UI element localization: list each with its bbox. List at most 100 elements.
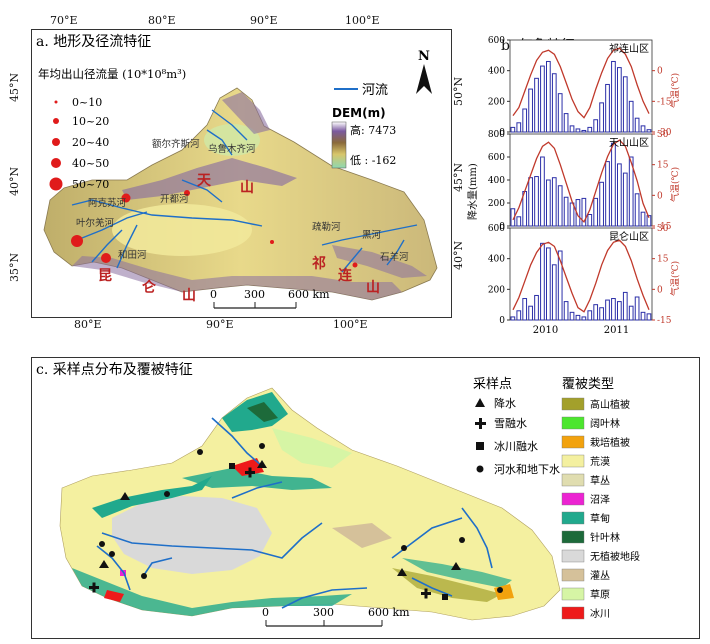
precip-bar [605, 299, 610, 321]
precip-bar [516, 216, 522, 227]
river-network [71, 109, 418, 273]
cover-swatch [561, 397, 585, 411]
mountain-label: 山 [182, 288, 196, 304]
precip-bar [510, 316, 516, 321]
river-name-label: 额尔齐斯河 [152, 138, 200, 150]
cover-label: 阔叶林 [590, 417, 620, 430]
runoff-point [352, 262, 358, 268]
precip-bar [581, 129, 587, 133]
precip-bar [640, 125, 646, 133]
precip-bar [563, 113, 569, 133]
subplot-frame [509, 227, 653, 321]
precip-bar [628, 100, 634, 133]
precip-bar [540, 156, 545, 227]
cover-swatch [561, 511, 585, 525]
tianshan-range [122, 158, 297, 200]
precip-bar [611, 142, 616, 227]
precip-bar [622, 291, 628, 321]
river-name-label: 叶尔羌河 [76, 217, 115, 229]
precip-bar [575, 128, 581, 133]
left-tick-label: 200 [488, 285, 505, 295]
steppe-patch [272, 428, 352, 468]
runoff-point [71, 235, 83, 247]
snowmelt-sample-marker [89, 582, 99, 593]
svg-text:采样点: 采样点 [473, 377, 512, 392]
right-tick-label: 15 [657, 255, 669, 265]
cover-label: 栽培植被 [590, 436, 630, 449]
precip-bar [557, 250, 563, 321]
precip-bar [516, 310, 522, 321]
river-groundwater-sample-marker [164, 491, 170, 497]
precip-bar [622, 172, 628, 227]
precip-sample-marker [257, 460, 267, 468]
lon-label: 90°E [206, 318, 234, 331]
precip-bar [640, 211, 646, 227]
kunlun-range [72, 256, 402, 300]
glacier-patch [104, 590, 124, 602]
cover-label: 无植被地段 [590, 550, 640, 563]
runoff-point [270, 240, 274, 244]
scale-label: 300 [313, 606, 334, 619]
precip-bar [540, 242, 545, 321]
river-legend: 河流 [334, 83, 388, 98]
lat-label: 45°N [8, 72, 21, 102]
precip-bar [617, 301, 622, 321]
svg-text:河水和地下水: 河水和地下水 [494, 463, 560, 476]
cover-swatch [561, 454, 585, 468]
precip-bar [546, 247, 551, 321]
precip-bar [599, 307, 604, 321]
meadow-patch [182, 468, 332, 490]
scale-label: 600 km [368, 606, 410, 619]
mountain-label: 天 [197, 173, 212, 189]
y-axis-right-label: 气温(℃) [669, 261, 681, 296]
mountain-label: 连 [338, 267, 353, 284]
left-tick-label: 800 [488, 130, 505, 140]
conifer-patch [247, 402, 278, 422]
precip-bar [581, 316, 587, 321]
svg-text:覆被类型: 覆被类型 [562, 377, 614, 392]
svg-text:低 : -162: 低 : -162 [350, 154, 396, 167]
precip-bar [528, 177, 533, 227]
precip-bar [534, 294, 539, 321]
cover-label: 草原 [590, 589, 610, 601]
cover-swatch [561, 473, 585, 487]
left-tick-label: 200 [488, 97, 505, 107]
precip-bar [546, 179, 551, 227]
runoff-point [101, 253, 111, 263]
mountain-label: 仑 [142, 279, 157, 296]
cover-swatch [561, 549, 585, 563]
lon-label: 80°E [148, 14, 176, 27]
precip-bar [634, 193, 640, 227]
precip-bar [587, 214, 593, 227]
cover-swatch [561, 587, 585, 601]
temperature-line [512, 47, 650, 119]
glacier-sample-marker [229, 463, 235, 469]
precip-bar [557, 93, 563, 133]
left-tick-label: 400 [488, 255, 505, 265]
meadow-patch [92, 476, 212, 518]
dem-legend: DEM(m) 高: 7473 低 : -162 [331, 106, 396, 169]
precip-bar [581, 197, 587, 227]
snowmelt-sample-marker [421, 588, 431, 599]
precip-bar [528, 305, 533, 321]
lon-label: 100°E [333, 318, 368, 331]
scale-bar-a: 0 300 600 km [210, 288, 330, 309]
tarim-basin [112, 204, 252, 256]
mountain-label: 昆 [98, 268, 112, 284]
bare-area [112, 496, 272, 574]
panel-c-landcover-map: 0 300 600 km c. 采样点分布及覆被特征 采样点 降水 雪融水 冰川… [31, 357, 700, 639]
river-groundwater-sample-marker [109, 551, 115, 557]
precip-bar [557, 185, 563, 227]
precip-bar [646, 313, 652, 321]
river-groundwater-sample-marker [99, 541, 105, 547]
cover-label: 草丛 [590, 475, 610, 487]
precip-bar [617, 163, 622, 227]
right-tick-label: 15 [657, 161, 669, 171]
right-tick-label: 30 [657, 130, 669, 140]
scale-label: 600 km [288, 288, 330, 301]
precip-bar [569, 202, 575, 227]
glacier-sample-marker [442, 594, 448, 600]
